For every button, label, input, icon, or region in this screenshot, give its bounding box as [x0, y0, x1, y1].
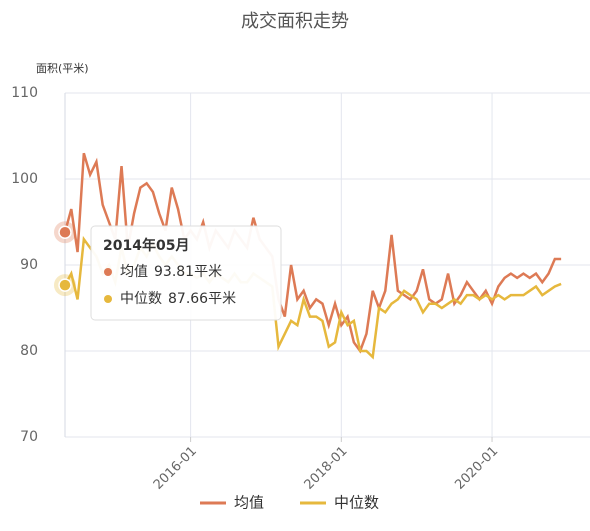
x-tick-label: 2018-01: [302, 444, 351, 493]
highlight-point: [58, 225, 72, 239]
tooltip-series-name: 中位数: [120, 291, 162, 307]
tooltip-dot: [104, 268, 112, 276]
tooltip-value: 87.66平米: [168, 291, 236, 307]
tooltip-dot: [104, 295, 112, 303]
x-tick-label: 2016-01: [151, 444, 200, 493]
x-tick-label: 2020-01: [452, 444, 501, 493]
y-tick-label: 80: [20, 343, 38, 359]
tooltip-item: 中位数 87.66平米: [120, 291, 236, 307]
chart-title: 成交面积走势: [241, 11, 349, 32]
legend-label: 均值: [234, 494, 264, 512]
y-tick-label: 90: [20, 257, 38, 273]
y-tick-label: 110: [11, 85, 38, 101]
y-tick-label: 70: [20, 429, 38, 445]
y-tick-label: 100: [11, 171, 38, 187]
tooltip-box: [90, 225, 282, 321]
tooltip-value: 93.81平米: [154, 264, 222, 280]
legend-label: 中位数: [334, 494, 379, 512]
tooltip-item: 均值 93.81平米: [120, 264, 222, 280]
highlight-point: [58, 278, 72, 292]
y-axis-label: 面积(平米): [36, 62, 89, 75]
tooltip-series-name: 均值: [120, 264, 148, 280]
tooltip-title: 2014年05月: [103, 237, 189, 254]
